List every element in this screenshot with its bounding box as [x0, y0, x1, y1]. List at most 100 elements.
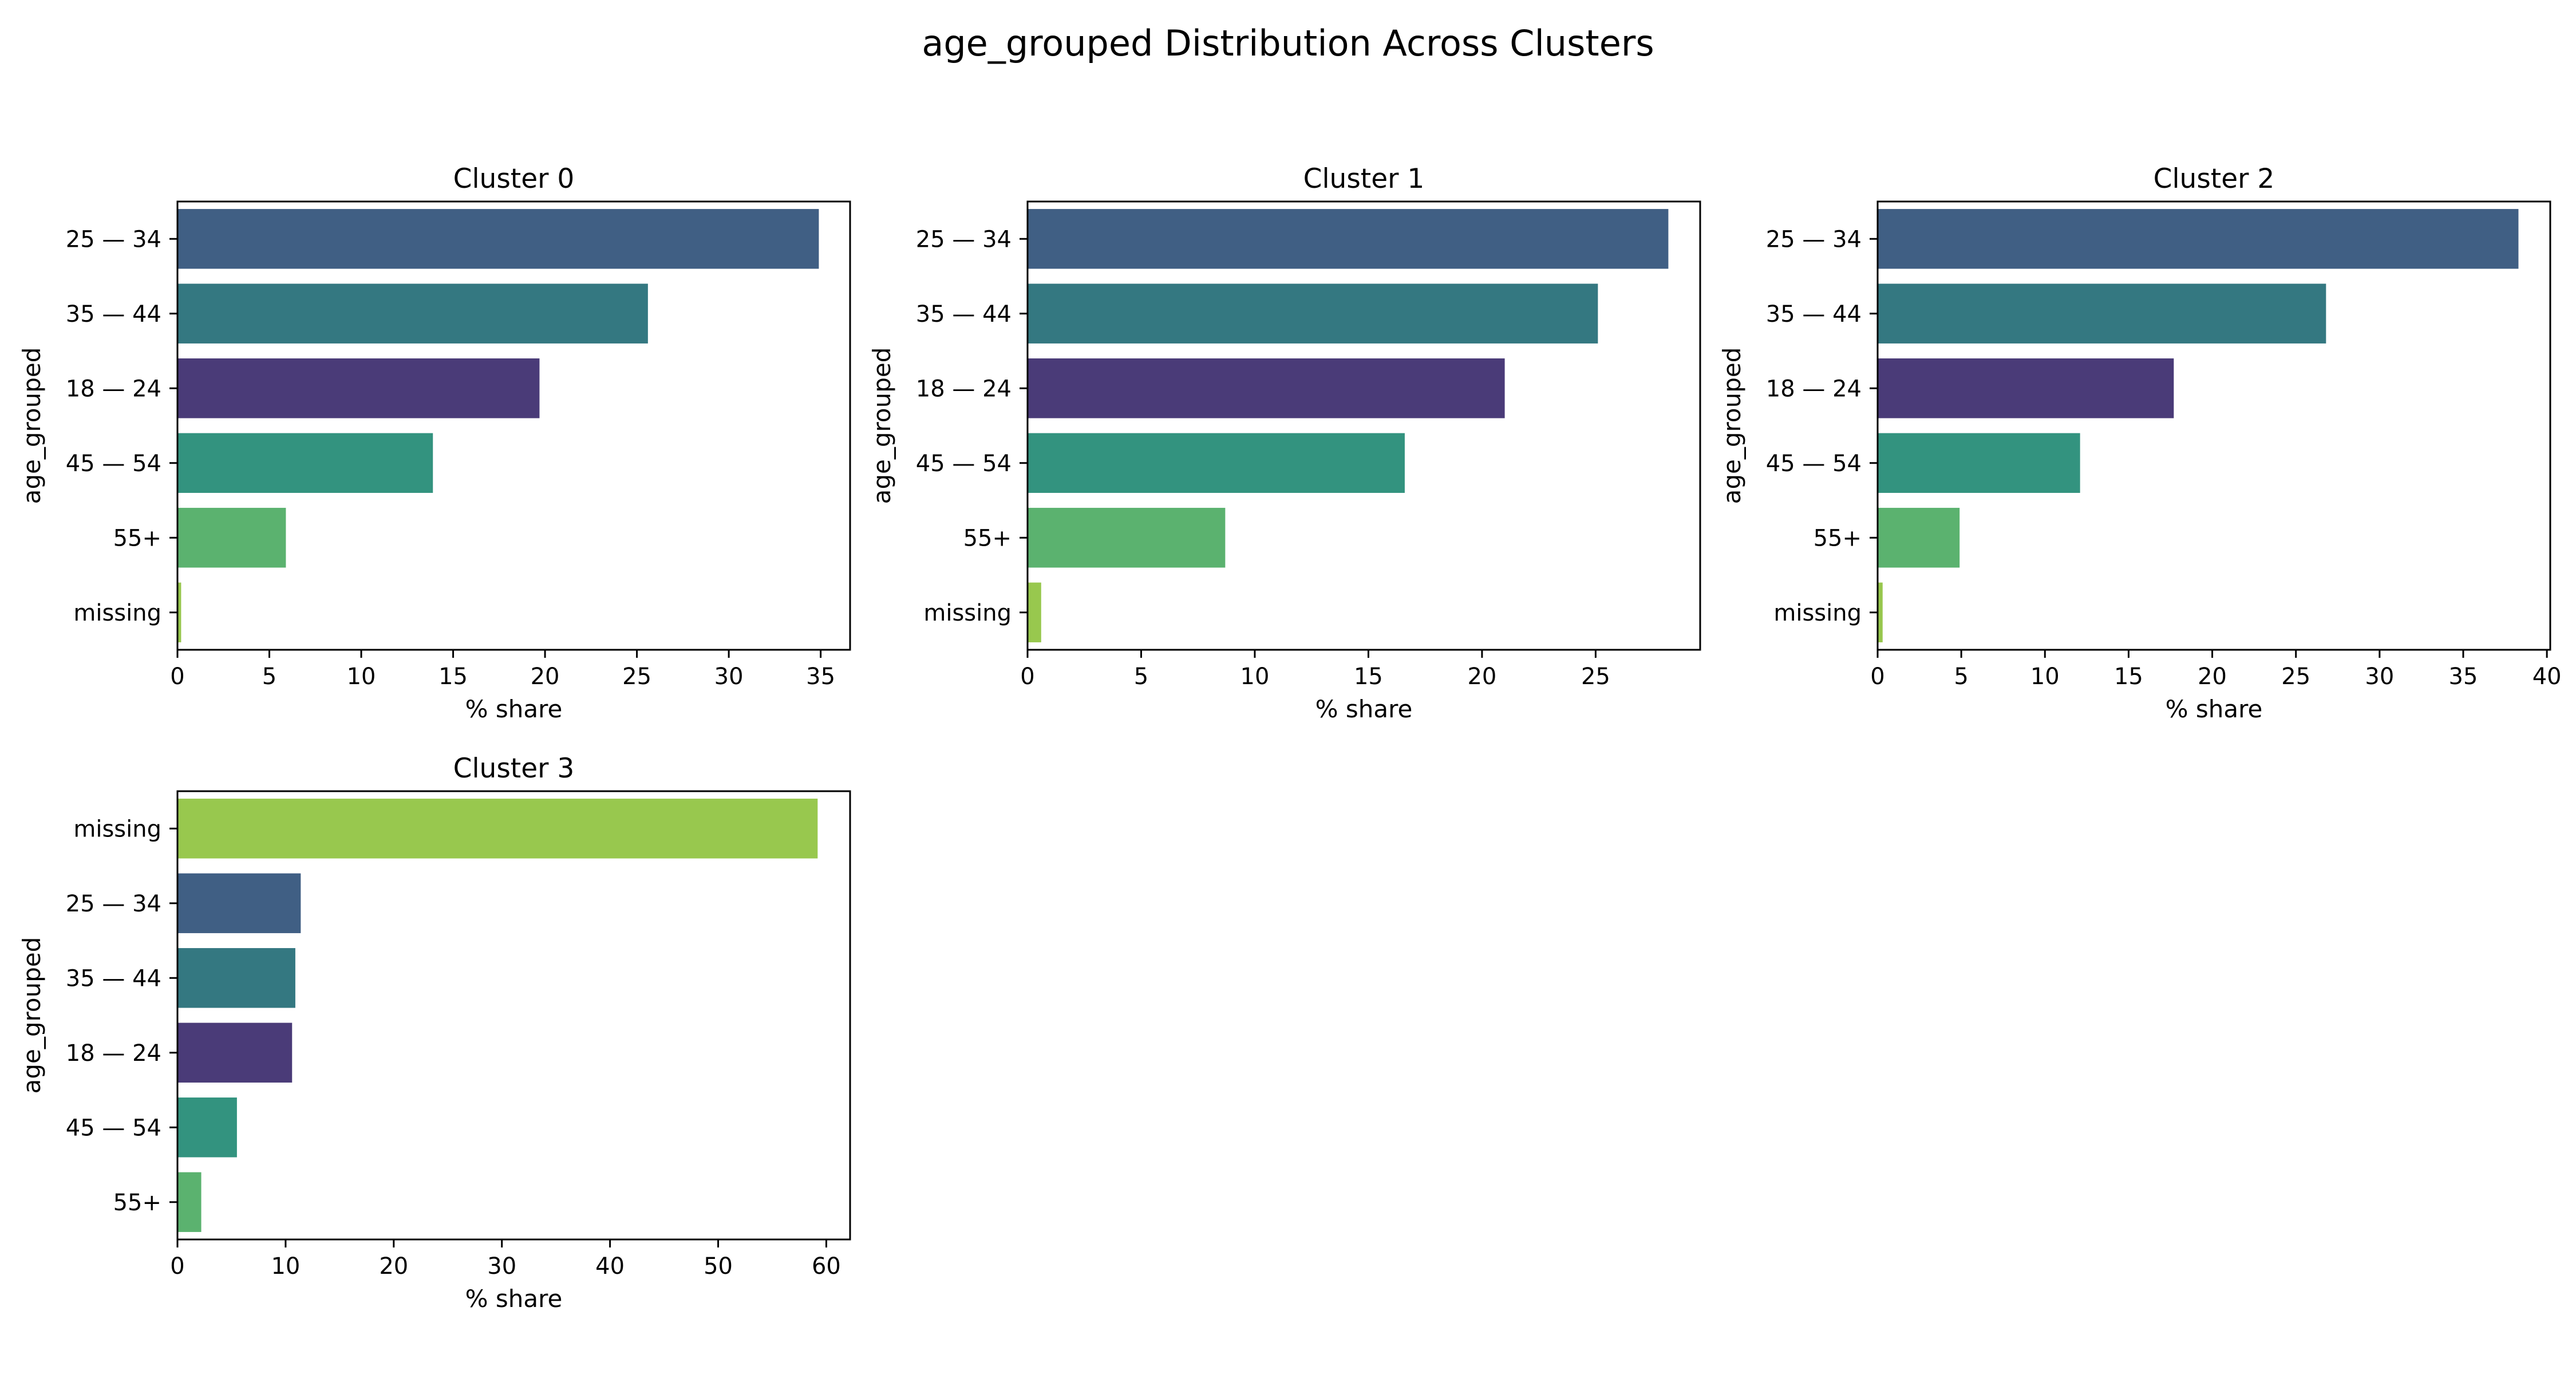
bar-missing — [1028, 582, 1041, 642]
subplot-cluster-2: 25 — 34 35 — 44 18 — 24 45 — 54 55+ missing 0 5… — [1718, 163, 2562, 723]
y-axis-label: age_grouped — [1718, 348, 1746, 504]
bar-18-24 — [1878, 358, 2174, 418]
y-tick-label: 25 — 34 — [916, 226, 1012, 252]
bar-25-34 — [1878, 209, 2519, 269]
x-axis-label: % share — [465, 1285, 563, 1313]
y-tick-label: 45 — 54 — [916, 451, 1012, 477]
y-tick-label: 55+ — [113, 525, 161, 551]
bar-55plus — [1878, 508, 1960, 568]
x-tick-label: 10 — [271, 1253, 300, 1280]
y-tick-label: 18 — 24 — [1766, 376, 1862, 402]
bar-18-24 — [1028, 358, 1505, 418]
y-tick-label: 35 — 44 — [66, 301, 161, 327]
bar-25-34 — [177, 209, 819, 269]
y-tick-label: 25 — 34 — [66, 226, 161, 252]
axes-frame — [1876, 200, 2551, 651]
y-tick-label: missing — [923, 600, 1012, 626]
subplot-cluster-0: 25 — 34 35 — 44 18 — 24 45 — 54 55+ missing 0 5… — [18, 163, 851, 723]
x-tick-label: 5 — [1954, 664, 1968, 690]
x-tick-label: 30 — [714, 664, 744, 690]
x-tick-label: 35 — [2449, 664, 2478, 690]
bar-missing — [177, 582, 181, 642]
bar-55plus — [177, 1172, 202, 1232]
x-tick-label: 25 — [622, 664, 651, 690]
y-tick-label: 45 — 54 — [1766, 451, 1862, 477]
x-tick-label: 60 — [812, 1253, 841, 1280]
subplot-cluster-3: missing 25 — 34 35 — 44 18 — 24 45 — 54 55+ 0 1… — [18, 753, 851, 1313]
y-tick-label: 18 — 24 — [66, 1040, 161, 1067]
bar-18-24 — [177, 1022, 293, 1083]
x-tick-label: 20 — [2198, 664, 2227, 690]
x-tick-label: 5 — [262, 664, 276, 690]
y-tick-label: 25 — 34 — [1766, 226, 1862, 252]
subplots: 25 — 34 35 — 44 18 — 24 45 — 54 55+ missing 0 5… — [18, 163, 2562, 1313]
x-tick-label: 40 — [595, 1253, 625, 1280]
bar-25-34 — [177, 873, 301, 933]
bar-missing — [1878, 582, 1883, 642]
subplot-title: Cluster 1 — [1303, 163, 1425, 195]
y-tick-label: 18 — 24 — [916, 376, 1012, 402]
x-tick-label: 20 — [1467, 664, 1496, 690]
x-tick-label: 50 — [704, 1253, 733, 1280]
y-tick-label: missing — [73, 816, 161, 842]
y-tick-label: 18 — 24 — [66, 376, 161, 402]
y-tick-label: 55+ — [1814, 525, 1862, 551]
x-tick-label: 0 — [170, 1253, 184, 1280]
x-tick-label: 30 — [487, 1253, 516, 1280]
x-tick-label: 15 — [438, 664, 468, 690]
x-tick-label: 20 — [379, 1253, 408, 1280]
subplot-title: Cluster 3 — [453, 753, 575, 784]
x-tick-label: 25 — [1581, 664, 1610, 690]
x-tick-label: 40 — [2532, 664, 2562, 690]
x-tick-label: 25 — [2281, 664, 2310, 690]
bar-45-54 — [177, 433, 433, 493]
x-tick-label: 0 — [1870, 664, 1884, 690]
bar-35-44 — [1028, 283, 1598, 344]
bar-18-24 — [177, 358, 540, 418]
y-tick-label: 35 — 44 — [916, 301, 1012, 327]
y-tick-label: 25 — 34 — [66, 891, 161, 917]
bar-45-54 — [1028, 433, 1405, 493]
y-tick-label: 55+ — [963, 525, 1012, 551]
y-axis-label: age_grouped — [18, 937, 46, 1094]
bar-45-54 — [177, 1097, 237, 1158]
x-tick-label: 15 — [1354, 664, 1383, 690]
x-tick-label: 30 — [2365, 664, 2394, 690]
x-axis-label: % share — [2166, 695, 2263, 723]
x-tick-label: 5 — [1134, 664, 1148, 690]
y-tick-label: 35 — 44 — [66, 965, 161, 992]
x-tick-label: 10 — [347, 664, 376, 690]
bar-25-34 — [1028, 209, 1669, 269]
subplot-cluster-1: 25 — 34 35 — 44 18 — 24 45 — 54 55+ missing 0 5… — [868, 163, 1701, 723]
bar-35-44 — [1878, 283, 2326, 344]
bar-55plus — [177, 508, 286, 568]
bar-55plus — [1028, 508, 1226, 568]
subplot-title: Cluster 2 — [2154, 163, 2275, 195]
axes-frame — [1026, 200, 1701, 651]
subplot-title: Cluster 0 — [453, 163, 575, 195]
x-tick-label: 35 — [806, 664, 835, 690]
y-tick-label: 45 — 54 — [66, 1115, 161, 1141]
x-tick-label: 10 — [1240, 664, 1270, 690]
y-axis-label: age_grouped — [18, 348, 46, 504]
axes-frame — [176, 200, 851, 651]
y-axis-label: age_grouped — [868, 348, 896, 504]
y-tick-label: 35 — 44 — [1766, 301, 1862, 327]
x-tick-label: 10 — [2030, 664, 2060, 690]
x-tick-label: 15 — [2114, 664, 2143, 690]
y-tick-label: missing — [73, 600, 161, 626]
y-tick-label: missing — [1773, 600, 1862, 626]
y-tick-label: 45 — 54 — [66, 451, 161, 477]
figure-title: age_grouped Distribution Across Clusters — [922, 22, 1654, 64]
x-tick-label: 0 — [1020, 664, 1034, 690]
bar-35-44 — [177, 283, 648, 344]
x-tick-label: 0 — [170, 664, 184, 690]
bar-45-54 — [1878, 433, 2080, 493]
y-tick-label: 55+ — [113, 1190, 161, 1216]
x-axis-label: % share — [465, 695, 563, 723]
bar-35-44 — [177, 948, 295, 1008]
axes-frame — [176, 790, 851, 1241]
x-axis-label: % share — [1315, 695, 1413, 723]
